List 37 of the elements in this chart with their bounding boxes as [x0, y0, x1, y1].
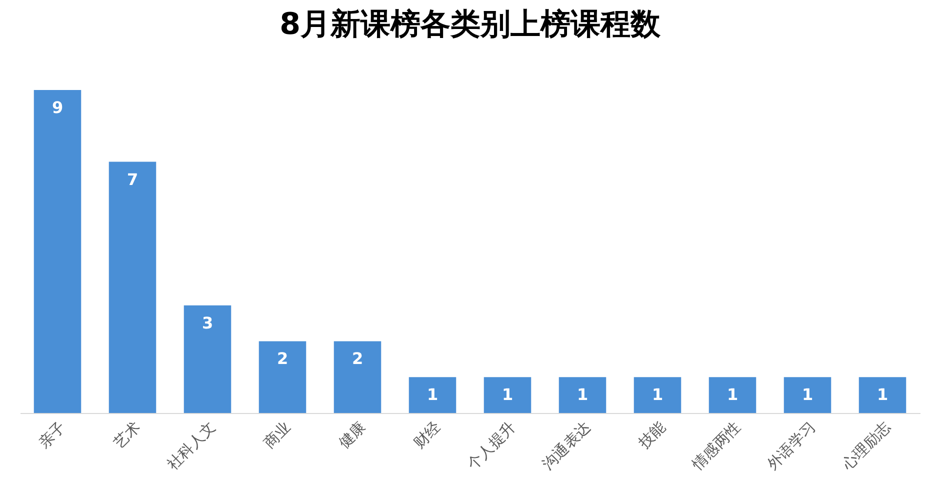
bar [34, 90, 82, 413]
x-tick-label: 情感两性 [688, 418, 744, 474]
x-tick-label: 社科人文 [164, 418, 219, 474]
data-label: 1 [876, 385, 888, 404]
data-label: 1 [726, 385, 738, 404]
data-label: 9 [52, 98, 64, 117]
data-label: 7 [126, 170, 138, 189]
x-tick-label: 财经 [410, 418, 444, 452]
x-tick-label: 沟通表达 [538, 418, 594, 474]
bar [258, 341, 306, 413]
x-tick-label: 健康 [334, 418, 369, 452]
data-label: 2 [352, 349, 364, 368]
x-tick-label: 外语学习 [764, 418, 819, 474]
x-tick-label: 个人提升 [464, 418, 519, 474]
bar [858, 377, 906, 413]
x-tick-label: 技能 [634, 418, 669, 453]
x-tick-label: 亲子 [34, 418, 69, 452]
chart-title: 8月新课榜各类别上榜课程数 [280, 7, 662, 42]
data-label: 1 [576, 385, 588, 404]
x-tick-label: 艺术 [110, 418, 144, 452]
x-tick-label: 心理励志 [838, 418, 894, 474]
bar [708, 377, 756, 413]
data-label: 2 [276, 349, 288, 368]
bar [184, 305, 232, 413]
bar [558, 377, 606, 413]
bar [108, 162, 156, 413]
data-label: 1 [802, 385, 814, 404]
bar [484, 377, 532, 413]
data-label: 1 [652, 385, 664, 404]
data-label: 1 [502, 385, 514, 404]
bar [334, 341, 382, 413]
x-tick-label: 商业 [260, 418, 294, 452]
bar [784, 377, 832, 413]
bar [634, 377, 682, 413]
data-label: 3 [202, 313, 214, 332]
data-label: 1 [426, 385, 438, 404]
bar [408, 377, 456, 413]
